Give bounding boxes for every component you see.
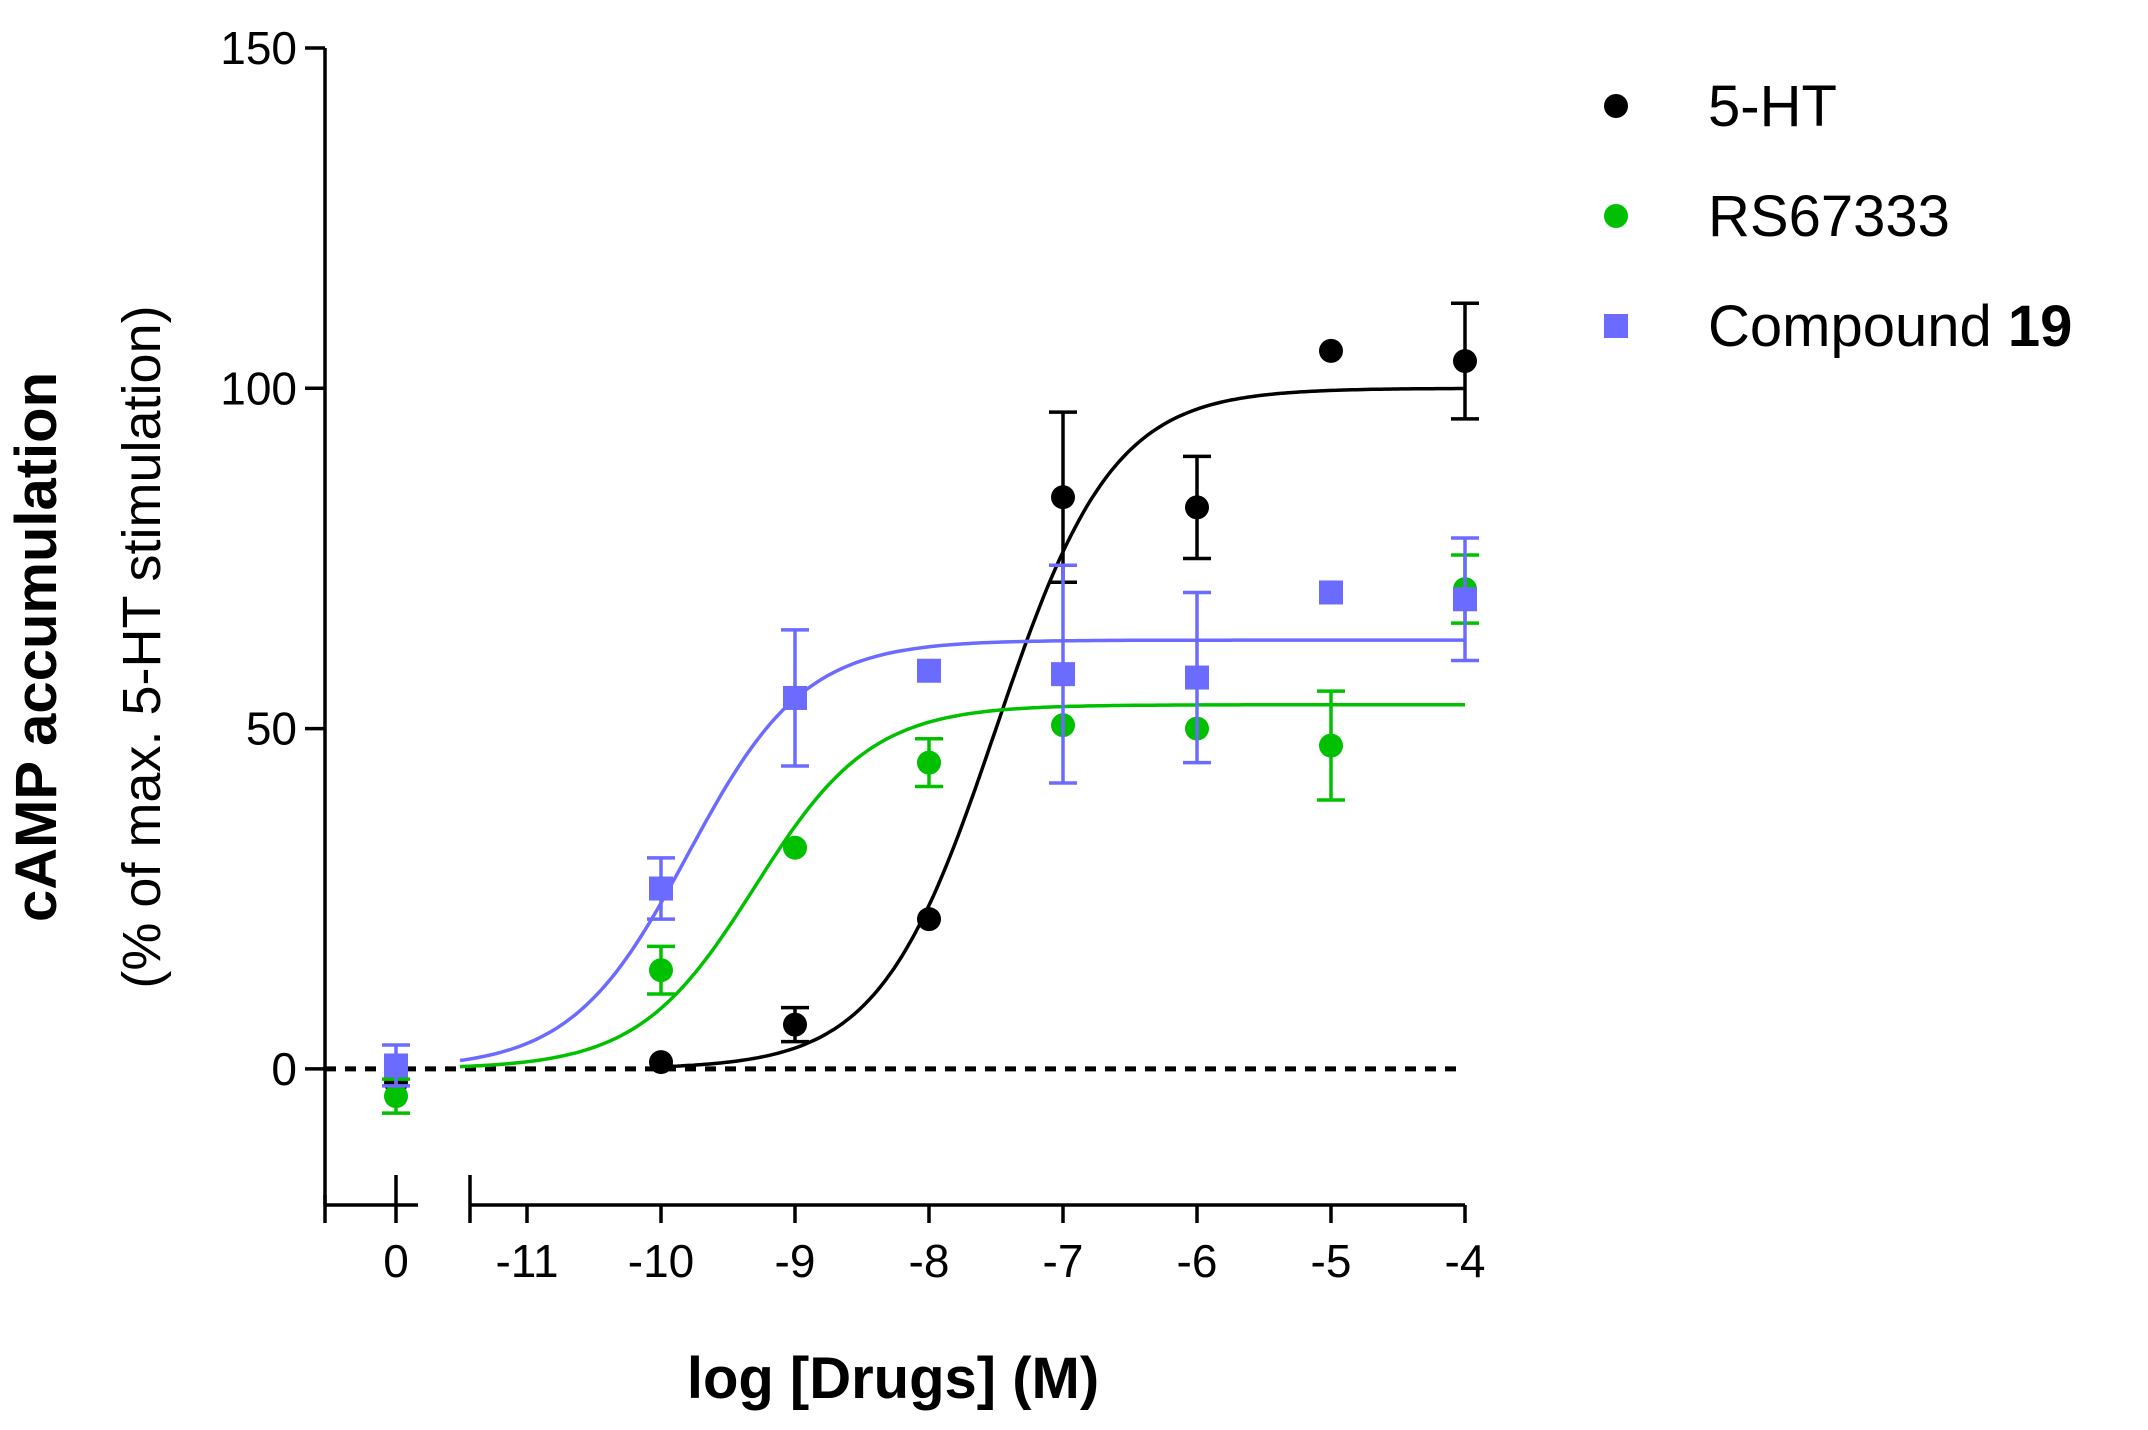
data-point [783, 685, 807, 710]
x-tick-label: -10 [628, 1235, 694, 1287]
y-tick-label: 0 [271, 1043, 297, 1095]
legend-item: Compound 19 [1604, 294, 2072, 359]
data-point [783, 835, 807, 860]
x-tick-label: -9 [775, 1235, 816, 1287]
x-axis-title: log [Drugs] (M) [687, 1346, 1099, 1411]
data-point [1453, 587, 1477, 612]
y-tick-label: 150 [220, 22, 297, 74]
data-point [649, 876, 673, 901]
series-2 [382, 536, 1479, 1088]
x-tick-label: -11 [495, 1235, 558, 1287]
data-point [1319, 733, 1343, 758]
data-point [1051, 485, 1075, 510]
legend-item: 5-HT [1604, 74, 1837, 139]
y-axis-subtitle: (% of max. 5-HT stimulation) [112, 305, 172, 988]
legend-marker [1604, 94, 1628, 118]
x-tick-label: -4 [1445, 1235, 1486, 1287]
data-point [1319, 338, 1343, 363]
y-tick-label: 100 [220, 362, 297, 414]
legend-item: RS67333 [1604, 184, 1950, 249]
legend: 5-HT RS67333 Compound 19 [1604, 74, 2072, 359]
data-point [649, 958, 673, 983]
data-point [384, 1084, 408, 1109]
data-point [917, 750, 941, 775]
x-tick-label: 0 [383, 1235, 409, 1287]
data-point [917, 658, 941, 683]
legend-marker [1604, 314, 1628, 338]
legend-label: 5-HT [1708, 74, 1837, 139]
legend-label: RS67333 [1708, 184, 1950, 249]
x-tick-label: -8 [909, 1235, 950, 1287]
y-tick-label: 50 [246, 703, 297, 755]
series-layer [382, 301, 1479, 1115]
data-point [1185, 665, 1209, 690]
data-point [1051, 662, 1075, 687]
y-axis-title: cAMP accumulation [4, 372, 69, 922]
data-point [1185, 495, 1209, 520]
legend-marker [1604, 204, 1628, 228]
series-0 [384, 301, 1479, 1095]
data-point [384, 1053, 408, 1078]
x-tick-label: -5 [1311, 1235, 1352, 1287]
x-tick-label: -6 [1177, 1235, 1218, 1287]
axes: 0 50 100 150 0 -11 -10 -9 -8 -7 -6 -5 -4 [220, 22, 1485, 1287]
legend-label: Compound 19 [1708, 294, 2072, 359]
fit-curve [459, 703, 1465, 1069]
data-point [649, 1050, 673, 1075]
data-point [783, 1012, 807, 1037]
data-point [917, 907, 941, 932]
data-point [1453, 349, 1477, 374]
fit-curve [459, 638, 1465, 1063]
data-point [1319, 580, 1343, 605]
x-tick-label: -7 [1043, 1235, 1084, 1287]
